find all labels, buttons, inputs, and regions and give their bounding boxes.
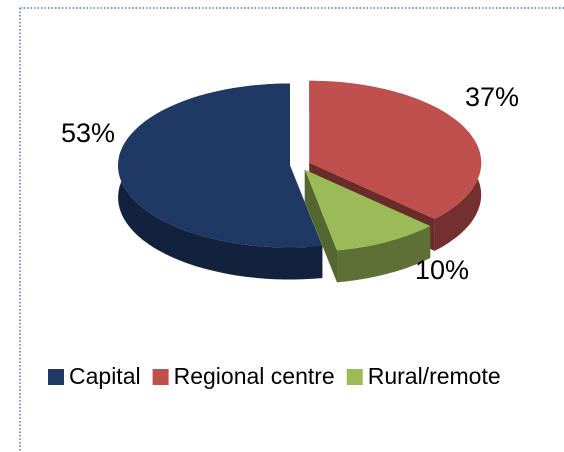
- legend-label: Capital: [69, 363, 141, 389]
- slice: [118, 83, 323, 248]
- legend-label: Rural/remote: [368, 363, 501, 389]
- data-label: 10%: [415, 255, 469, 285]
- legend-swatch: [346, 369, 363, 385]
- slice: [309, 80, 482, 219]
- slice-wall: [337, 226, 431, 283]
- slice: [304, 169, 431, 251]
- data-label: 53%: [61, 118, 115, 148]
- legend-label: Regional centre: [174, 363, 335, 389]
- slice-side: [304, 169, 337, 283]
- legend-swatch: [48, 369, 64, 385]
- data-label: 37%: [465, 82, 519, 112]
- legend-swatch: [152, 369, 169, 385]
